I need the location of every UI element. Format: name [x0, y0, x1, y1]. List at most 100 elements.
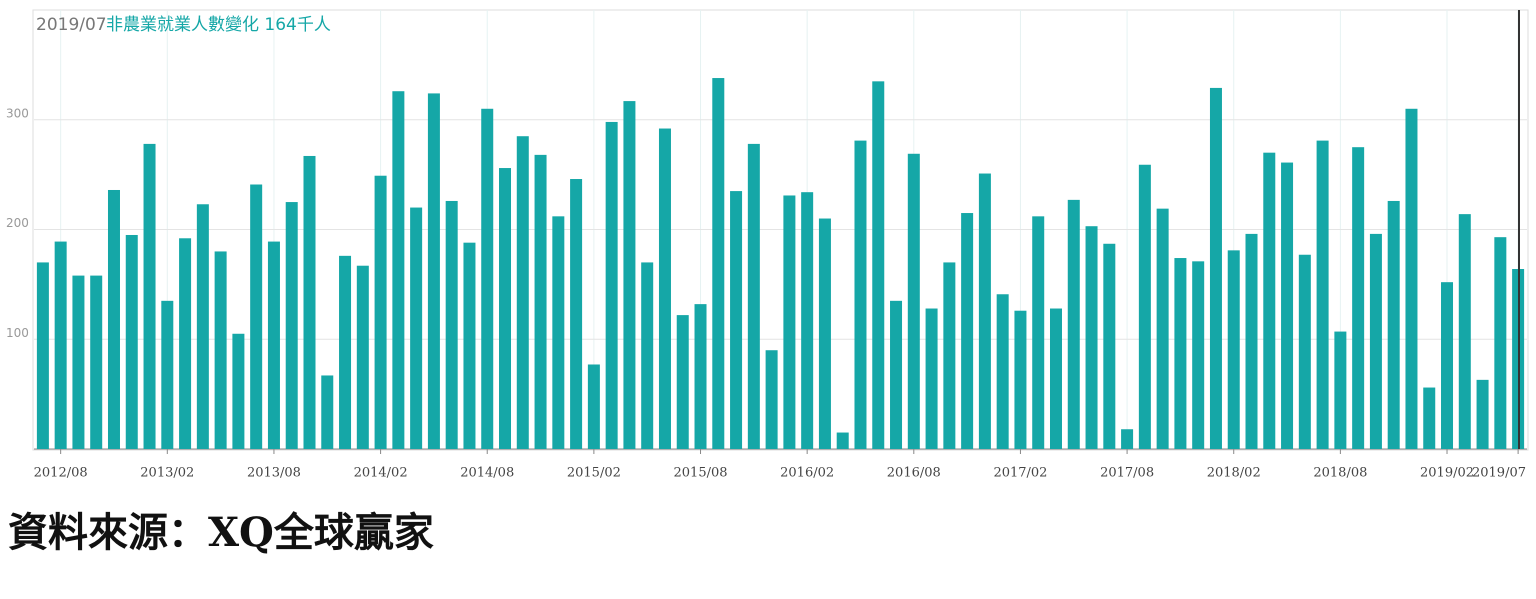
bar — [836, 432, 849, 449]
bar — [801, 192, 814, 449]
bar — [1103, 243, 1116, 449]
x-tick-label: 2016/08 — [887, 466, 941, 481]
bar — [54, 241, 67, 449]
bar — [1458, 214, 1471, 449]
bar — [712, 78, 725, 450]
bar — [232, 333, 245, 449]
bar — [570, 179, 583, 449]
bar — [1032, 216, 1045, 449]
x-tick-label: 2013/02 — [140, 466, 194, 481]
bar — [107, 189, 120, 450]
x-tick-label: 2017/02 — [993, 466, 1047, 481]
bar — [907, 153, 920, 449]
bar — [694, 304, 707, 449]
bar — [392, 91, 405, 449]
bar — [623, 101, 636, 449]
bar — [1423, 387, 1436, 449]
bar — [179, 238, 192, 449]
x-tick-label: 2019/07 — [1472, 466, 1526, 481]
bar — [1369, 233, 1382, 449]
bar — [445, 200, 458, 449]
bar — [267, 241, 280, 449]
bar — [356, 265, 369, 449]
x-tick-label: 2019/02 — [1420, 466, 1474, 481]
bar — [1227, 250, 1240, 449]
bar — [1067, 199, 1080, 449]
bar — [1156, 208, 1169, 449]
bar — [1316, 140, 1329, 450]
bar — [1014, 310, 1027, 449]
bar — [410, 207, 423, 449]
bar — [72, 275, 85, 449]
bar — [303, 155, 316, 449]
bar — [1049, 308, 1062, 449]
bar — [1192, 261, 1205, 449]
bar — [587, 364, 600, 449]
bar — [1245, 233, 1258, 449]
y-tick-label: 200 — [6, 216, 29, 230]
bar — [481, 108, 494, 450]
bar — [1121, 429, 1134, 449]
bar — [125, 234, 138, 449]
bar — [516, 136, 529, 449]
x-tick-label: 2013/08 — [247, 466, 301, 481]
bar — [676, 315, 689, 449]
bar — [641, 262, 654, 449]
x-tick-label: 2012/08 — [34, 466, 88, 481]
bar — [499, 168, 512, 450]
bar — [1387, 200, 1400, 449]
bar — [427, 93, 440, 449]
bar — [658, 128, 671, 449]
x-tick-label: 2015/02 — [567, 466, 621, 481]
bar — [730, 191, 743, 449]
source: 資料來源：XQ全球贏家 — [8, 509, 434, 556]
bar — [605, 121, 618, 449]
bar — [1174, 258, 1187, 449]
bar — [854, 140, 867, 450]
bar — [818, 218, 831, 449]
bar — [374, 175, 387, 449]
bar — [1334, 331, 1347, 449]
bar — [321, 375, 334, 449]
bar — [1281, 162, 1294, 450]
chart-title: 非農業就業人數變化 164千人 — [106, 15, 331, 35]
x-tick-label: 2014/02 — [354, 466, 408, 481]
bar — [961, 213, 974, 449]
x-tick-label: 2018/02 — [1207, 466, 1261, 481]
x-tick-label: 2015/08 — [674, 466, 728, 481]
bar — [1085, 226, 1098, 449]
bar — [996, 294, 1009, 449]
bar — [143, 143, 156, 449]
bar — [339, 255, 352, 449]
bar — [1263, 152, 1276, 450]
y-tick-label: 300 — [6, 106, 29, 120]
bar — [1138, 164, 1151, 449]
x-tick-label: 2017/08 — [1100, 466, 1154, 481]
x-tick-label: 2018/08 — [1313, 466, 1367, 481]
bar — [747, 143, 760, 449]
bar — [463, 242, 476, 449]
bar — [1494, 237, 1507, 449]
bar — [161, 300, 174, 449]
bar — [765, 350, 778, 449]
bar — [1405, 108, 1418, 450]
bar — [978, 173, 991, 449]
bar — [1352, 147, 1365, 449]
bar — [285, 202, 298, 449]
bar — [552, 216, 565, 449]
bar — [925, 308, 938, 449]
bar — [890, 300, 903, 449]
bar — [250, 184, 263, 449]
bar — [90, 275, 103, 449]
bar — [872, 81, 885, 450]
plot-frame — [32, 9, 1529, 451]
chart: 2019/07 非農業就業人數變化 164千人 100 200 300 2012/08… — [6, 9, 1529, 481]
bar — [1209, 87, 1222, 450]
bar — [534, 154, 547, 449]
bar — [1298, 254, 1311, 449]
bar — [1476, 379, 1489, 449]
bar — [214, 251, 227, 449]
chart-date: 2019/07 — [36, 15, 107, 35]
y-tick-label: 100 — [6, 326, 29, 340]
